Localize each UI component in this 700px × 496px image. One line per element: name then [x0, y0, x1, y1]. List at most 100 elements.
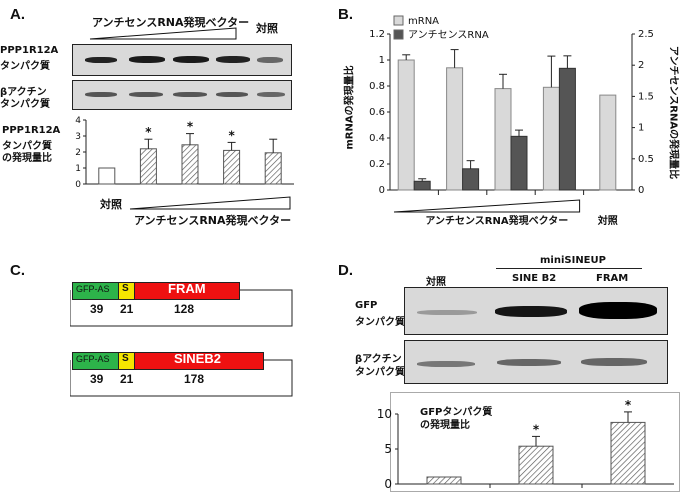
legend-swatch	[393, 15, 404, 26]
panel-a-xlabel-control: 対照	[100, 198, 122, 211]
blot-band	[417, 310, 477, 315]
panel-d-group-label: miniSINEUP	[540, 255, 606, 266]
x-gradient-label: アンチセンスRNA発現ベクター	[425, 214, 568, 227]
left-y-tick-label: 1.2	[369, 29, 385, 40]
panel-d-chart-title-line2: の発現量比	[420, 420, 470, 431]
blot-band	[216, 56, 250, 63]
segment-insert	[134, 352, 264, 370]
panel-a-ylabel-line2: タンパク質	[2, 141, 52, 152]
segment-gfp-as-label: GFP-AS	[76, 284, 110, 294]
panel-d-blot2-label-line1: βアクチン	[355, 354, 402, 365]
panel-b-chart: 0 0.2 0.4 0.6 0.8 1 1.2 0 0.5 1 1.5 2 2.5 mRNA アンチセンスR…	[369, 15, 654, 227]
bar-mrna	[494, 88, 512, 191]
panel-b-left-ylabel: mRNAの発現量比	[344, 65, 356, 150]
panel-a-ylabel-line3: の発現量比	[2, 153, 52, 164]
legend-label: mRNA	[408, 16, 439, 27]
construct-plasmid-outline	[70, 359, 293, 397]
segment-length-3: 178	[184, 372, 205, 386]
panel-a-gradient-label: アンチセンスRNA発現ベクター	[92, 16, 250, 29]
left-y-tick-label: 0.8	[369, 81, 385, 92]
panel-d-blot1-label-line2: タンパク質	[355, 317, 405, 328]
panel-a-xaxis-wedge	[129, 196, 291, 210]
panel-d-lane-sineb2: SINE B2	[512, 273, 557, 284]
legend-swatch	[393, 29, 404, 40]
panel-b-label: B.	[338, 6, 353, 23]
panel-a-blot1-label-line2: タンパク質	[0, 61, 50, 72]
panel-d-blot-actin	[404, 340, 668, 384]
panel-d-blot2-label-line2: タンパク質	[355, 367, 405, 378]
bar-antisense	[558, 67, 576, 191]
construct-sineb2: GFP-AS S SINEB2 39 21 178	[70, 350, 300, 400]
left-y-tick-label: 0	[379, 185, 385, 196]
panel-d-chart-title-line1: GFPタンパク質	[420, 407, 493, 418]
right-y-tick-label: 2.5	[638, 29, 654, 40]
panel-d-chart: 0 5 10 * *	[377, 398, 674, 491]
y-tick-label: 5	[384, 442, 392, 456]
panel-a-chart: 0 1 2 3 4 * * *	[75, 116, 294, 190]
panel-a-gradient-wedge	[89, 27, 237, 40]
panel-a-blot2-label-line2: タンパク質	[0, 99, 50, 110]
blot-band	[497, 359, 561, 366]
segment-s-label: S	[122, 283, 129, 294]
construct-plasmid-outline	[70, 289, 293, 327]
panel-c-label: C.	[10, 262, 25, 279]
y-tick-label: 10	[377, 407, 392, 421]
bar-antisense	[462, 168, 480, 191]
panel-a-blot-actin	[72, 80, 292, 110]
panel-a-ylabel-line1: PPP1R12A	[2, 125, 61, 136]
bar-mrna	[599, 94, 617, 191]
left-y-tick-label: 0.4	[369, 133, 385, 144]
blot-band	[579, 302, 657, 319]
panel-d-blot1-label-line1: GFP	[355, 300, 378, 311]
bar	[518, 445, 554, 485]
segment-length-2: 21	[120, 372, 134, 386]
significance-star: *	[187, 120, 194, 134]
bar	[610, 421, 646, 485]
segment-length-1: 39	[90, 302, 104, 316]
blot-band	[173, 56, 209, 63]
blot-band	[85, 92, 117, 97]
right-y-tick-label: 1.5	[638, 91, 654, 102]
y-tick-label: 2	[75, 148, 81, 158]
bar-mrna	[542, 86, 560, 191]
panel-d-blot-gfp	[404, 287, 668, 335]
segment-insert-label: SINEB2	[174, 351, 221, 366]
blot-band	[85, 57, 117, 63]
left-y-tick-label: 0.2	[369, 159, 385, 170]
significance-star: *	[625, 398, 632, 412]
significance-star: *	[228, 128, 235, 142]
segment-length-1: 39	[90, 372, 104, 386]
blot-band	[129, 56, 165, 63]
right-y-tick-label: 0	[638, 185, 644, 196]
blot-band	[216, 92, 248, 97]
segment-length-2: 21	[120, 302, 134, 316]
panel-a-blot2-label-line1: βアクチン	[0, 87, 47, 98]
panel-d-label: D.	[338, 262, 353, 279]
right-y-tick-label: 0.5	[638, 154, 654, 165]
bar-mrna	[446, 67, 464, 191]
blot-band	[257, 57, 283, 63]
segment-insert	[134, 282, 240, 300]
bar	[264, 152, 282, 185]
y-tick-label: 1	[75, 164, 81, 174]
segment-length-3: 128	[174, 302, 195, 316]
bar	[98, 167, 116, 185]
panel-d-lane-control: 対照	[426, 277, 446, 288]
panel-a-control-label: 対照	[256, 22, 278, 35]
segment-insert-label: FRAM	[168, 281, 206, 296]
panel-d-group-line	[496, 268, 642, 269]
blot-band	[417, 361, 475, 367]
bar-mrna	[397, 59, 415, 191]
bar-antisense	[510, 135, 528, 191]
x-control-label: 対照	[597, 214, 618, 227]
y-tick-label: 0	[75, 180, 81, 190]
left-y-tick-label: 1	[379, 55, 385, 66]
bar	[181, 144, 199, 185]
panel-a-blot-ppp1r12a	[72, 44, 292, 76]
panel-a-label: A.	[10, 6, 25, 23]
left-y-tick-label: 0.6	[369, 107, 385, 118]
y-tick-label: 0	[384, 477, 392, 491]
right-y-tick-label: 1	[638, 123, 644, 134]
blot-band	[581, 358, 647, 366]
y-tick-label: 4	[75, 116, 81, 126]
